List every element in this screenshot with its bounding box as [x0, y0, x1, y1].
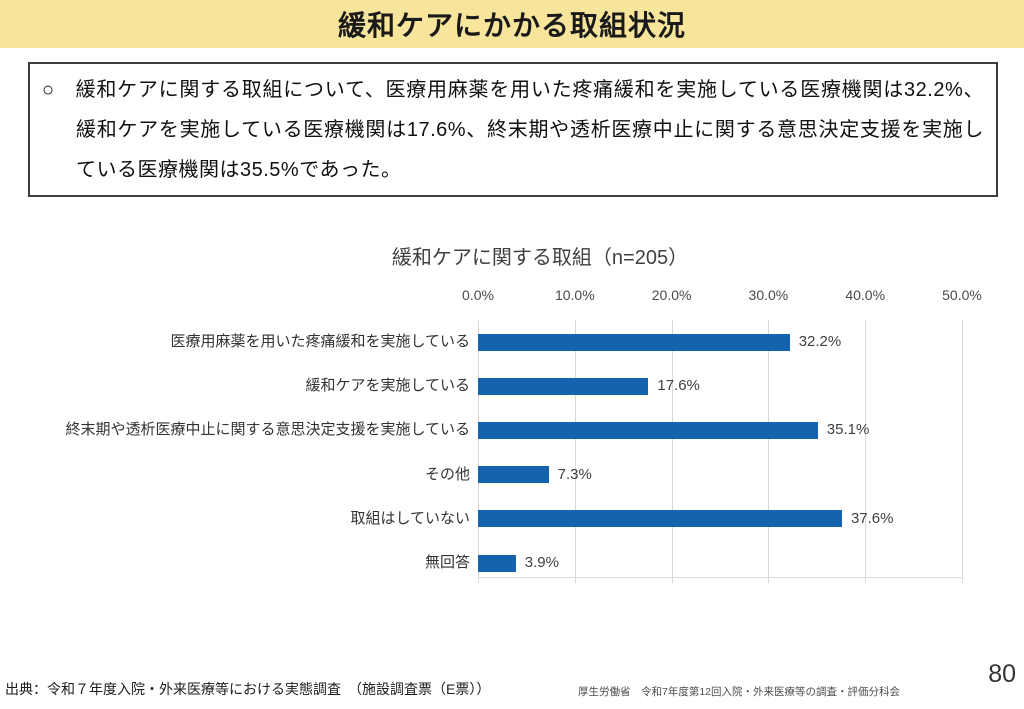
category-label: 取組はしていない: [350, 509, 470, 527]
gridline: [574, 320, 576, 583]
bar: [478, 421, 818, 439]
category-label: 医療用麻薬を用いた疼痛緩和を実施している: [170, 333, 470, 350]
gridline: [962, 320, 963, 583]
category-label: 終末期や透析医療中止に関する意思決定支援を実施している: [65, 421, 470, 439]
bar: [478, 510, 842, 528]
chart-title: 緩和ケアに関する取組（n=205）: [391, 247, 689, 269]
bar: [478, 466, 549, 484]
x-tick-label: 20.0%: [651, 287, 692, 303]
gridline: [478, 320, 479, 583]
summary-text: ○ 緩和ケアに関する取組について、医療用麻薬を用いた疼痛緩和を実施している医療機…: [42, 79, 984, 181]
summary-box: ○ 緩和ケアに関する取組について、医療用麻薬を用いた疼痛緩和を実施している医療機…: [28, 62, 998, 197]
value-label: 7.3%: [557, 465, 592, 483]
gridline: [865, 320, 867, 583]
page-number: 80: [988, 660, 1016, 688]
x-axis-tick-labels: 0.0% 10.0% 20.0% 30.0% 40.0% 50.0%: [462, 287, 982, 305]
value-label: 17.6%: [657, 377, 700, 395]
gridline: [671, 320, 673, 583]
x-tick-label: 10.0%: [554, 287, 595, 303]
value-label: 32.2%: [798, 333, 842, 350]
source-note: 出典：令和７年度入院・外来医療等における実態調査 （施設調査票（E票））: [5, 681, 491, 697]
value-label: 3.9%: [524, 554, 559, 571]
x-tick-label: 30.0%: [748, 287, 789, 303]
page-title: 緩和ケアにかかる取組状況: [337, 10, 686, 41]
gridline: [768, 320, 770, 583]
bar: [478, 333, 790, 351]
value-label: 35.1%: [826, 421, 870, 439]
category-label: 緩和ケアを実施している: [305, 377, 470, 395]
title-banner: 緩和ケアにかかる取組状況: [0, 0, 1024, 48]
value-label: 37.6%: [850, 509, 894, 527]
bar: [478, 554, 516, 572]
x-tick-label: 50.0%: [942, 287, 982, 303]
bar: [478, 377, 649, 395]
category-label: その他: [424, 465, 470, 483]
plot-area: 32.2% 17.6% 35.1% 7.3% 37.6% 3.9%: [478, 320, 963, 583]
credit-note: 厚生労働省 令和7年度第12回入院・外来医療等の調査・評価分科会: [578, 686, 901, 698]
category-label: 無回答: [424, 554, 470, 571]
x-axis-line: [478, 577, 962, 578]
x-tick-label: 40.0%: [845, 287, 886, 303]
x-tick-label: 0.0%: [462, 287, 494, 303]
